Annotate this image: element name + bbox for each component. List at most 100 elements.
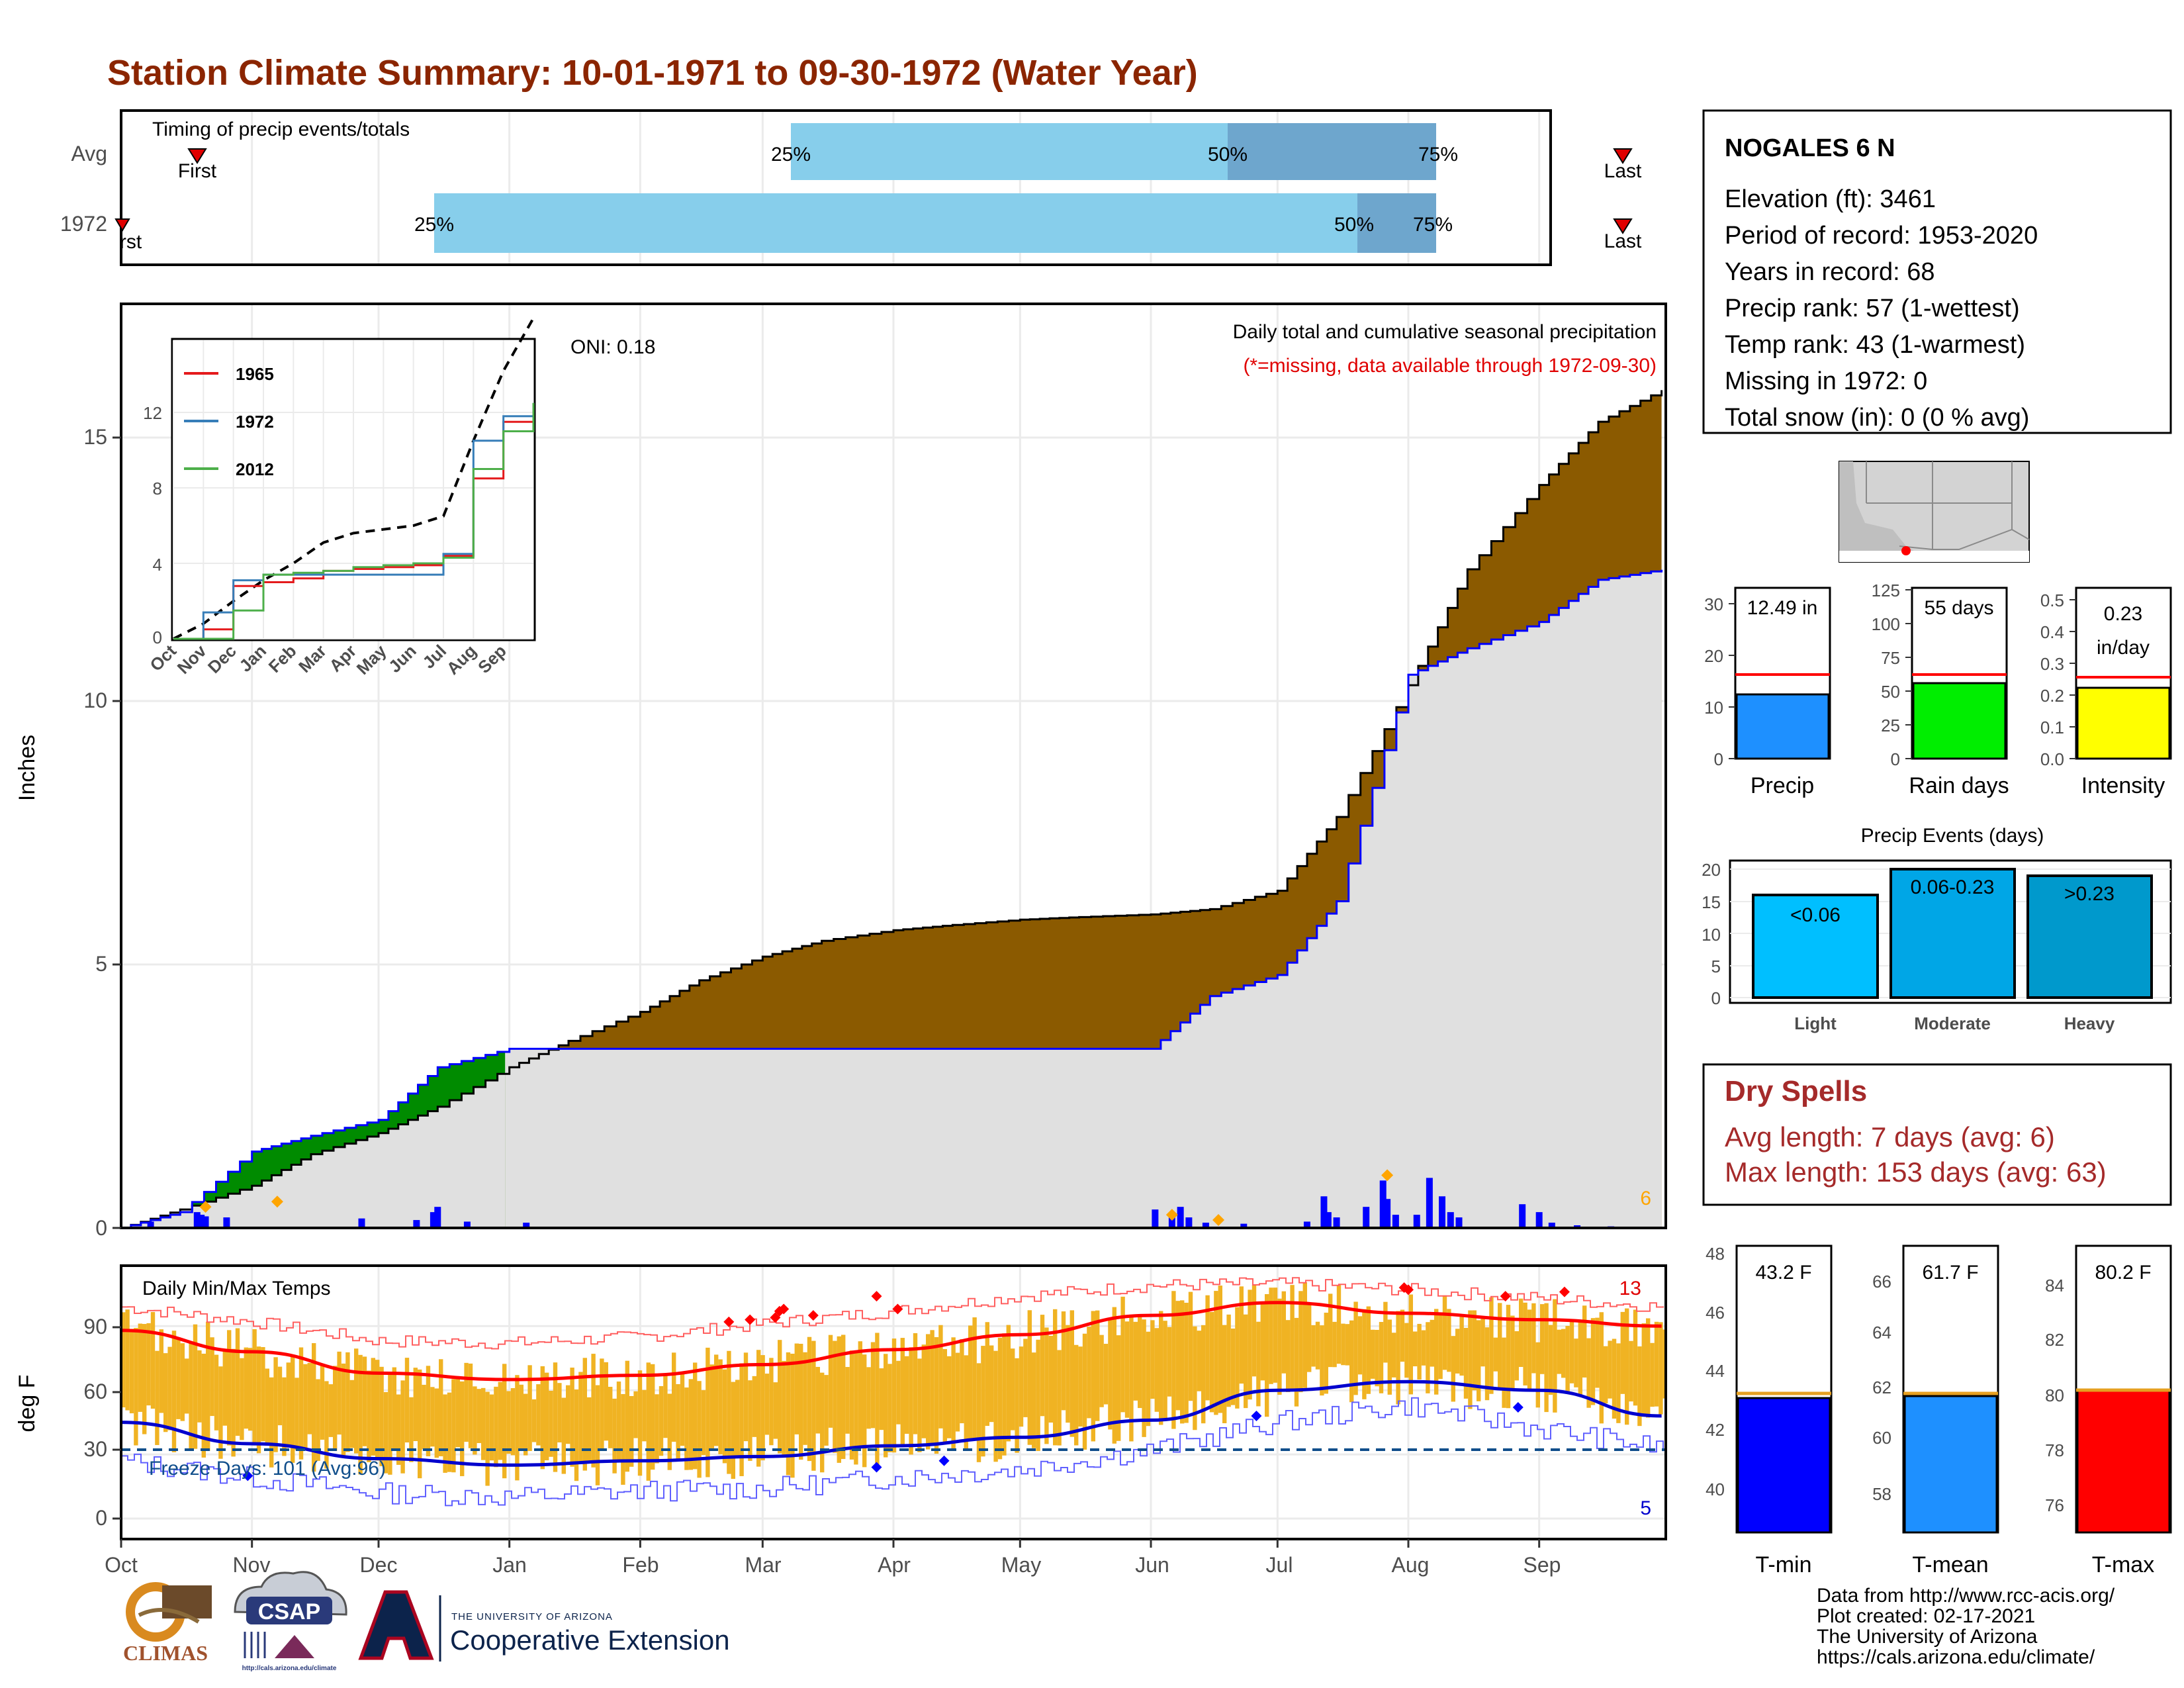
temp-daily-bar: [803, 1352, 807, 1445]
events-tick-20: 20: [1702, 860, 1721, 880]
rain-days-tick-50: 50: [1881, 682, 1900, 702]
p50-label-avg: 50%: [1208, 144, 1248, 165]
temp-daily-bar: [269, 1377, 274, 1468]
precip-daily-bars: [147, 1169, 1615, 1228]
tmean-bar: [1903, 1395, 1998, 1534]
temp-daily-bar: [1438, 1313, 1443, 1380]
temp-daily-bar: [1188, 1291, 1193, 1401]
temp-daily-bar: [1087, 1327, 1091, 1419]
temp-daily-bar: [1074, 1344, 1079, 1446]
temp-daily-bar: [362, 1356, 367, 1446]
temp-ytick-marks: [113, 1326, 121, 1520]
temp-daily-bar: [413, 1368, 418, 1442]
temp-daily-bar: [1290, 1285, 1295, 1391]
temp-daily-bar: [1535, 1342, 1540, 1408]
temp-record-high-marker: [1403, 1284, 1414, 1295]
temp-daily-bar: [422, 1384, 426, 1450]
temp-daily-bar: [392, 1367, 396, 1449]
temp-record-min-line: [121, 1397, 1664, 1507]
precip-total-tick-0: 0: [1714, 749, 1723, 769]
temp-daily-bar: [1214, 1291, 1218, 1415]
precip-avg-area: [505, 569, 1662, 1228]
temp-daily-bar: [1150, 1320, 1155, 1399]
temp-daily-bar: [1595, 1317, 1600, 1388]
temp-daily-bar: [672, 1352, 676, 1442]
tmax-value: 80.2 F: [2095, 1262, 2151, 1284]
precip-daily-bar: [198, 1215, 205, 1228]
temp-daily-bar: [637, 1370, 643, 1476]
first-marker-1972: [114, 218, 130, 232]
temp-daily-bar: [820, 1372, 825, 1473]
temp-daily-bar: [1637, 1346, 1642, 1427]
events-label-moderate: Moderate: [1914, 1013, 1991, 1033]
temp-daily-bar: [1527, 1309, 1532, 1390]
timing-bar-avg-dark: [1228, 123, 1436, 180]
temp-daily-bar: [739, 1363, 744, 1476]
temp-daily-bar: [870, 1342, 876, 1429]
events-tick-0: 0: [1711, 988, 1721, 1008]
timing-row-label-1972: 1972: [60, 212, 107, 236]
timing-title: Timing of precip events/totals: [152, 118, 410, 140]
temp-daily-bar: [286, 1362, 291, 1448]
temp-daily-bar: [1417, 1323, 1422, 1380]
events-tick-5: 5: [1711, 957, 1721, 976]
temp-daily-bar: [460, 1381, 465, 1476]
station-elevation: Elevation (ft): 3461: [1725, 185, 1936, 213]
inset-1972-line: [173, 402, 535, 640]
precip-summary-bars: 12.49 in 0 10 20 30 Precip 55 days 0 25 …: [1704, 581, 2172, 798]
temp-daily-bar: [531, 1399, 537, 1442]
precip-daily-bar: [193, 1212, 201, 1228]
temp-daily-bar: [756, 1350, 761, 1467]
precip-daily-bar: [1535, 1212, 1543, 1228]
temp-daily-bar: [277, 1366, 283, 1426]
temp-daily-bar: [1616, 1343, 1621, 1423]
temp-daily-bar: [468, 1363, 473, 1448]
temp-daily-bar: [1332, 1321, 1337, 1368]
temp-daily-bar: [1146, 1331, 1151, 1427]
precip-daily-bar: [1392, 1215, 1399, 1228]
precip-daily-bar: [413, 1220, 420, 1228]
temp-summary-bars: 43.2 F 40 42 44 46 48 T-min 61.7 F 58 60…: [1706, 1244, 2172, 1577]
temp-daily-bar: [1036, 1339, 1040, 1451]
temp-daily-bar: [379, 1366, 384, 1466]
precip-record-marker: [1381, 1169, 1394, 1182]
temp-daily-bar: [481, 1387, 486, 1460]
timing-row-label-avg: Avg: [71, 142, 107, 165]
temp-daily-bar: [646, 1362, 651, 1481]
precip-daily-bar: [1177, 1207, 1184, 1228]
temp-daily-bar: [595, 1385, 600, 1485]
temp-daily-bar: [138, 1323, 142, 1412]
precip-daily-bar: [1363, 1207, 1370, 1228]
temp-daily-bar: [1421, 1330, 1426, 1366]
temp-daily-bar: [1103, 1344, 1109, 1405]
temp-daily-bar: [312, 1343, 316, 1472]
temp-daily-bar: [1011, 1348, 1015, 1430]
temp-daily-bar: [1561, 1329, 1566, 1378]
station-temp-rank: Temp rank: 43 (1-warmest): [1725, 331, 2025, 359]
temp-daily-bar: [494, 1386, 498, 1468]
temp-daily-bar: [1553, 1299, 1557, 1413]
temp-daily-bar: [934, 1336, 939, 1454]
temp-daily-bar: [697, 1381, 702, 1478]
inset-xtick-label: Jan: [235, 641, 270, 676]
temp-daily-bar: [1053, 1309, 1058, 1446]
first-label-avg: First: [178, 160, 217, 182]
temp-daily-bar: [1235, 1307, 1240, 1409]
temp-daily-bar: [676, 1383, 680, 1459]
tmean-label: T-mean: [1912, 1552, 1988, 1577]
temp-daily-bar: [1239, 1286, 1244, 1384]
temp-daily-bar: [1392, 1333, 1396, 1378]
temp-daily-bar: [502, 1364, 507, 1479]
temp-daily-bar: [1095, 1310, 1100, 1421]
temp-daily-bar: [358, 1354, 363, 1475]
temp-daily-bar: [807, 1336, 812, 1462]
temp-daily-bar: [409, 1397, 414, 1462]
inset-xtick-label: Jun: [385, 641, 420, 677]
events-title: Precip Events (days): [1861, 825, 2044, 847]
temp-daily-bar: [320, 1364, 325, 1440]
station-precip-rank: Precip rank: 57 (1-wettest): [1725, 295, 2020, 322]
temp-daily-bar: [1480, 1318, 1485, 1367]
temp-daily-bar: [1066, 1325, 1070, 1423]
temp-daily-bar: [201, 1353, 206, 1458]
temp-daily-bar: [1336, 1285, 1342, 1364]
